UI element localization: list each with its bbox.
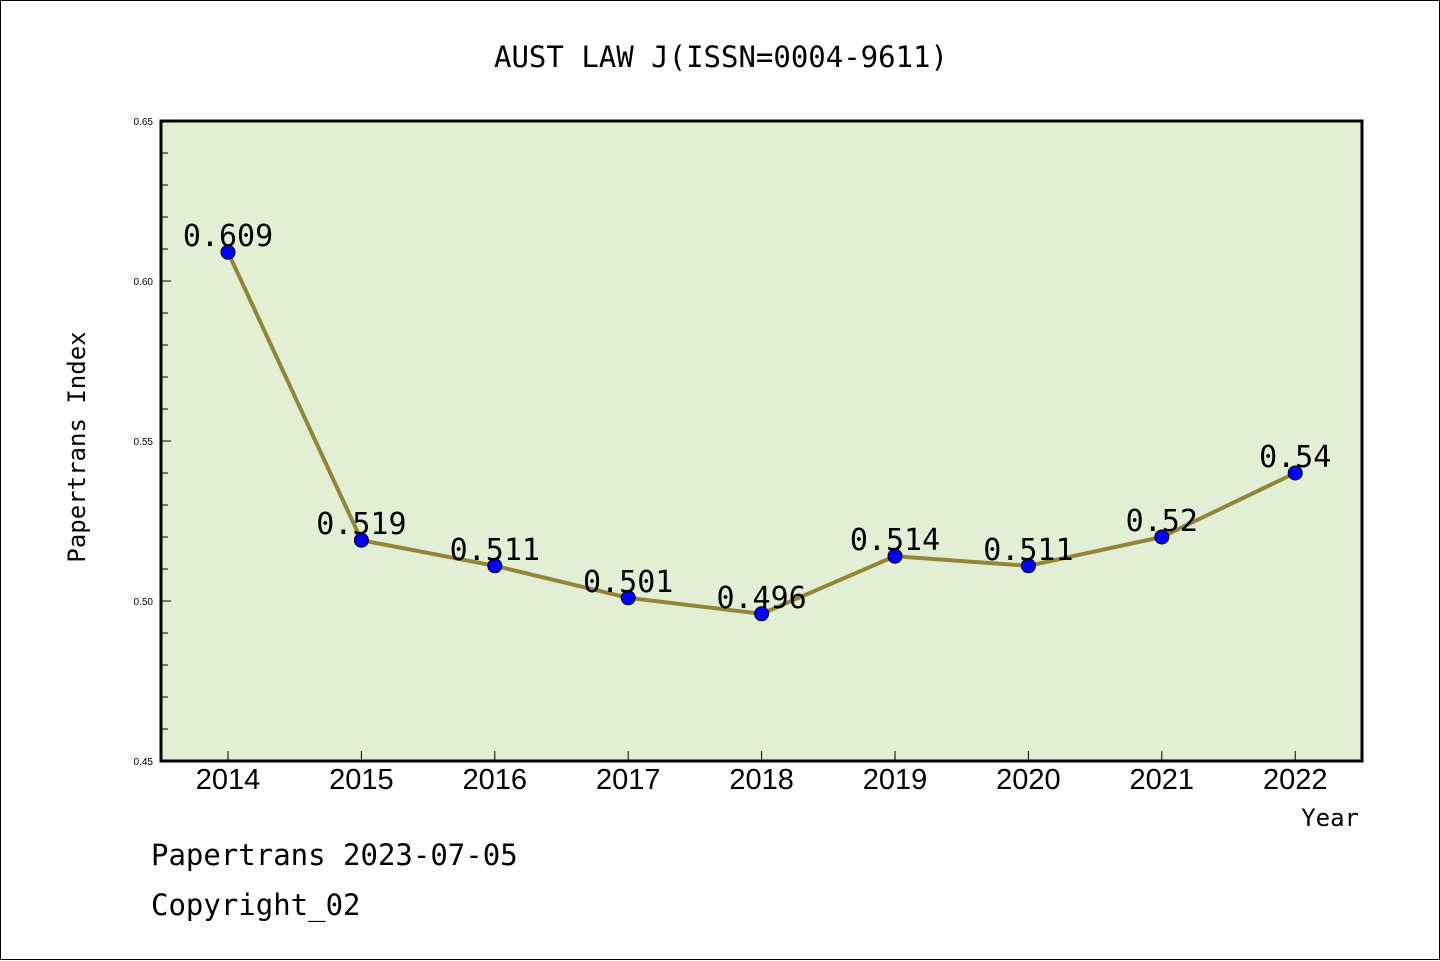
footer-source: Papertrans 2023-07-05 — [151, 838, 518, 872]
data-point — [1154, 529, 1170, 545]
y-tick-label: 0.55 — [134, 437, 154, 448]
data-label: 0.52 — [1126, 504, 1198, 539]
data-label: 0.511 — [983, 533, 1073, 568]
data-label: 0.501 — [583, 565, 673, 600]
x-tick-label: 2020 — [996, 764, 1061, 796]
x-tick-label: 2016 — [463, 764, 528, 796]
x-tick-label: 2014 — [196, 764, 261, 796]
data-label: 0.496 — [716, 581, 806, 616]
data-point — [487, 558, 503, 574]
data-point — [220, 244, 236, 260]
data-label: 0.519 — [316, 507, 406, 542]
data-point — [887, 548, 903, 564]
x-tick-label: 2017 — [596, 764, 661, 796]
y-tick-label: 0.45 — [134, 757, 154, 768]
plot-area — [159, 119, 1364, 763]
data-label: 0.54 — [1259, 440, 1331, 475]
y-axis-label: Papertrans Index — [63, 331, 91, 562]
data-label-group: 0.609 0.519 0.511 0.501 0.496 0.514 0.511 0.52 0… — [183, 219, 1331, 616]
data-label: 0.511 — [450, 533, 540, 568]
x-axis: 2014 2015 2016 2017 2018 2019 2020 2021 2022 — [196, 751, 1328, 796]
marker-group — [220, 244, 1303, 622]
x-axis-label: Year — [1301, 804, 1359, 832]
footer-copyright: Copyright_02 — [151, 888, 361, 923]
data-point — [1020, 558, 1036, 574]
x-tick-label: 2022 — [1263, 764, 1328, 796]
x-tick-label: 2018 — [729, 764, 794, 796]
y-tick-label: 0.65 — [134, 117, 154, 128]
data-point — [754, 606, 770, 622]
chart-title: AUST LAW J(ISSN=0004-9611) — [494, 40, 948, 74]
y-tick-label: 0.60 — [134, 277, 154, 288]
data-label: 0.609 — [183, 219, 273, 254]
x-tick-label: 2019 — [863, 764, 928, 796]
y-axis: 0.45 0.50 0.55 0.60 0.65 — [134, 117, 171, 768]
data-point — [353, 532, 369, 548]
data-point — [1287, 465, 1303, 481]
data-label: 0.514 — [850, 523, 940, 558]
x-tick-label: 2015 — [329, 764, 394, 796]
y-tick-label: 0.50 — [134, 597, 154, 608]
data-point — [620, 590, 636, 606]
x-tick-label: 2021 — [1130, 764, 1195, 796]
